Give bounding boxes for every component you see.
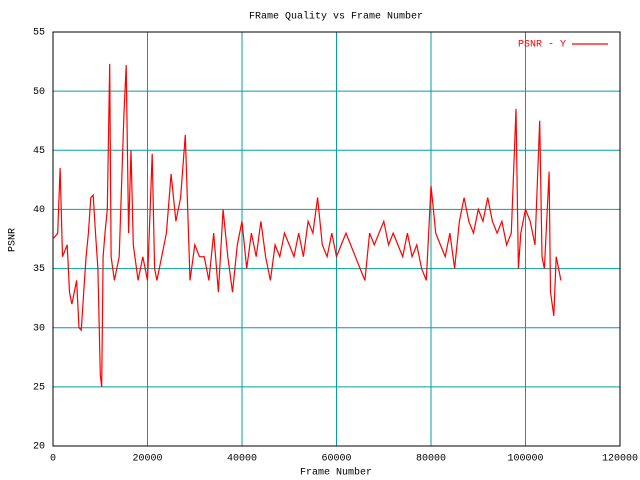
y-tick-label: 45 bbox=[33, 146, 45, 157]
chart-title: FRame Quality vs Frame Number bbox=[249, 11, 423, 23]
y-tick-label: 25 bbox=[33, 382, 45, 393]
x-tick-label: 0 bbox=[50, 454, 56, 465]
y-tick-label: 50 bbox=[33, 87, 45, 98]
y-tick-label: 40 bbox=[33, 205, 45, 216]
y-tick-label: 55 bbox=[33, 28, 45, 39]
x-tick-label: 60000 bbox=[321, 454, 351, 465]
y-axis-label: PSNR bbox=[8, 228, 19, 252]
x-tick-label: 120000 bbox=[602, 454, 638, 465]
y-tick-label: 20 bbox=[33, 442, 45, 453]
line bbox=[52, 63, 562, 387]
x-tick-label: 80000 bbox=[416, 454, 446, 465]
x-tick-label: 40000 bbox=[227, 454, 257, 465]
x-tick-label: 20000 bbox=[132, 454, 162, 465]
y-tick-label: 30 bbox=[33, 323, 45, 334]
x-tick-label: 100000 bbox=[507, 454, 543, 465]
x-axis-label: Frame Number bbox=[300, 467, 372, 479]
legend-label: PSNR - Y bbox=[518, 40, 566, 51]
y-tick-label: 35 bbox=[33, 264, 45, 275]
